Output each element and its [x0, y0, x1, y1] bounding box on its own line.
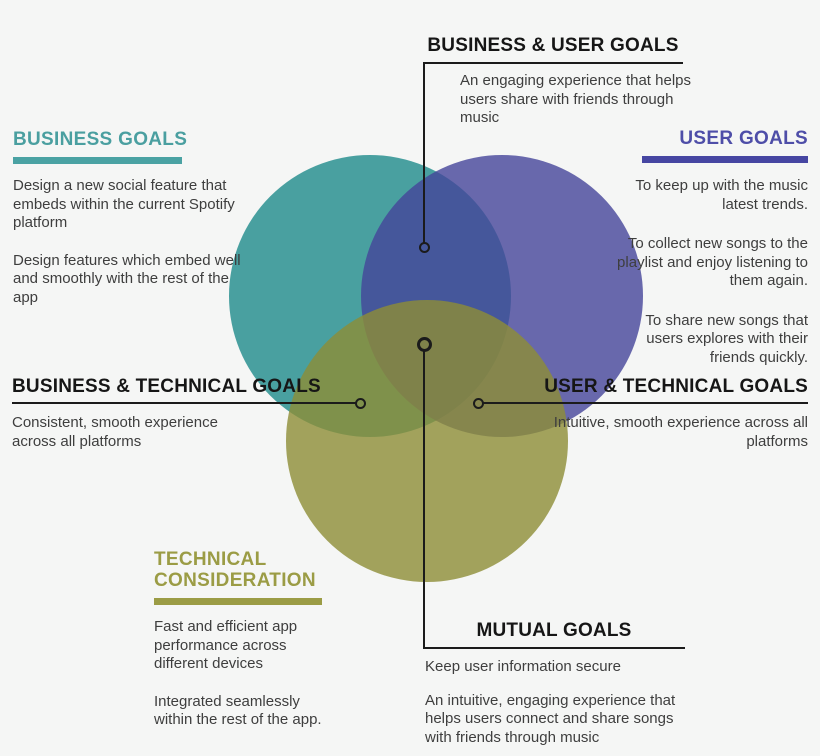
technical-consideration-paragraph: Fast and efficient app performance acros… — [154, 618, 298, 672]
mutual-goals-underline — [423, 647, 685, 649]
mutual-goals-paragraph: Keep user information secure — [425, 658, 621, 675]
technical-consideration-paragraph: Integrated seamlessly within the rest of… — [154, 692, 322, 729]
business-user-goals-body: An engaging experience that helps users … — [460, 72, 692, 126]
user-technical-connector-dot-icon — [473, 398, 484, 409]
business-technical-goals-body: Consistent, smooth experience across all… — [12, 414, 218, 450]
user-technical-goals-body: Intuitive, smooth experience across all … — [553, 414, 808, 450]
technical-consideration-accent-bar — [154, 598, 322, 605]
technical-consideration-title-line2: CONSIDERATION — [154, 570, 316, 591]
user-goals-section: USER GOALS To keep up with the music lat… — [608, 128, 808, 388]
business-user-underline — [423, 62, 683, 64]
mutual-goals-section: Keep user information secure An intuitiv… — [425, 658, 693, 756]
user-goals-paragraph: To keep up with the music latest trends. — [635, 177, 808, 213]
mutual-goals-center-dot-icon — [417, 337, 432, 352]
mutual-goals-title: MUTUAL GOALS — [476, 620, 632, 641]
business-goals-title: BUSINESS GOALS — [13, 129, 188, 150]
mutual-goals-paragraph: An intuitive, engaging experience that h… — [425, 691, 676, 746]
user-goals-accent-bar — [642, 156, 808, 163]
mutual-goals-connector-line — [423, 351, 425, 648]
business-technical-goals-title: BUSINESS & TECHNICAL GOALS — [12, 376, 321, 397]
business-user-goals-title: BUSINESS & USER GOALS — [427, 35, 679, 56]
technical-consideration-title-line1: TECHNICAL — [154, 549, 267, 570]
business-goals-accent-bar — [13, 157, 182, 164]
user-technical-goals-section: Intuitive, smooth experience across all … — [546, 414, 808, 470]
user-technical-connector-line — [483, 402, 808, 404]
business-goals-paragraph: Design features which embed well and smo… — [13, 251, 241, 306]
business-goals-paragraph: Design a new social feature that embeds … — [13, 177, 235, 231]
business-goals-section: BUSINESS GOALS Design a new social featu… — [13, 129, 253, 326]
business-technical-goals-section: Consistent, smooth experience across all… — [12, 414, 262, 470]
user-goals-paragraph: To share new songs that users explores w… — [645, 311, 808, 366]
business-technical-connector-line — [12, 402, 356, 404]
user-goals-paragraph: To collect new songs to the playlist and… — [617, 235, 808, 289]
business-user-connector-dot-icon — [419, 242, 430, 253]
business-technical-connector-dot-icon — [355, 398, 366, 409]
user-technical-goals-title: USER & TECHNICAL GOALS — [544, 376, 808, 397]
business-user-goals-section: An engaging experience that helps users … — [460, 72, 692, 147]
user-goals-title: USER GOALS — [679, 128, 808, 149]
business-user-connector-line — [423, 62, 425, 244]
technical-consideration-title: TECHNICAL CONSIDERATION — [154, 549, 340, 591]
technical-consideration-section: TECHNICAL CONSIDERATION Fast and efficie… — [154, 549, 340, 749]
